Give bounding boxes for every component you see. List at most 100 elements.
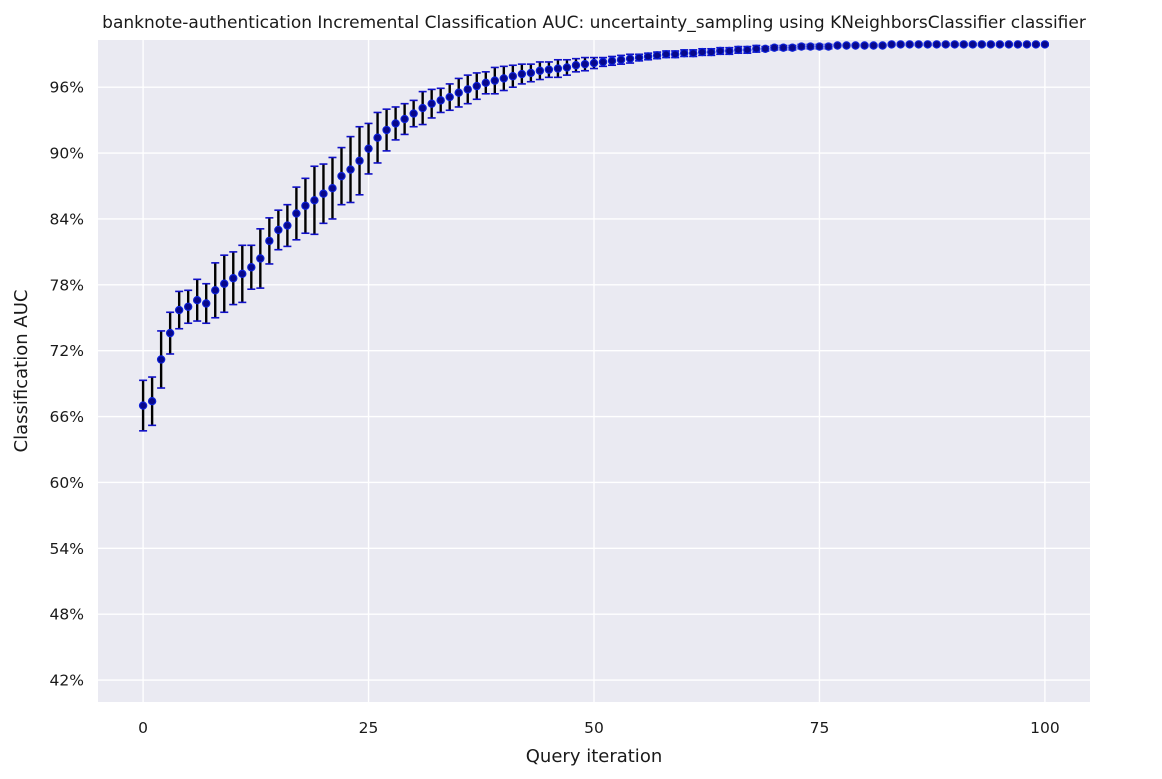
data-point	[256, 254, 265, 263]
data-point	[1022, 40, 1032, 49]
data-point	[634, 53, 644, 62]
data-point	[842, 41, 851, 50]
data-point	[292, 209, 301, 218]
data-point	[860, 41, 869, 50]
data-point	[743, 45, 752, 55]
x-tick-label: 100	[1030, 719, 1060, 737]
data-point	[770, 43, 779, 52]
x-tick-label: 25	[359, 719, 379, 737]
data-point	[147, 396, 157, 406]
y-tick-label: 54%	[50, 540, 84, 558]
data-point	[553, 64, 563, 73]
data-point	[941, 40, 950, 49]
data-point	[274, 225, 283, 235]
y-axis-label: Classification AUC	[11, 290, 32, 453]
data-point	[571, 61, 581, 70]
data-point	[301, 201, 310, 210]
data-point	[382, 125, 391, 135]
data-point	[1031, 40, 1041, 49]
x-tick-label: 0	[138, 719, 148, 737]
data-point	[914, 40, 923, 49]
y-tick-labels: 42% 48% 54% 60% 66% 72% 78% 84% 90% 96%	[50, 79, 84, 690]
data-point	[932, 40, 941, 49]
data-point	[670, 50, 680, 59]
data-point	[716, 46, 725, 56]
data-point	[535, 66, 545, 75]
x-gridlines	[142, 40, 1046, 702]
data-point	[679, 48, 689, 58]
x-tick-label: 75	[810, 719, 830, 737]
data-point	[283, 221, 292, 230]
x-tick-label: 50	[584, 719, 604, 737]
data-point	[923, 40, 932, 49]
data-point	[734, 45, 743, 55]
y-tick-label: 48%	[50, 606, 84, 624]
data-point	[959, 40, 968, 49]
y-tick-label: 90%	[50, 145, 84, 163]
data-point	[968, 40, 977, 49]
data-point	[454, 88, 463, 97]
data-point	[869, 41, 878, 50]
data-point	[950, 40, 959, 49]
data-point	[815, 42, 824, 51]
data-point	[427, 99, 436, 108]
data-point	[1004, 40, 1014, 49]
data-point	[652, 51, 662, 60]
data-point	[544, 65, 554, 74]
data-point	[192, 295, 202, 305]
data-point	[211, 286, 220, 295]
data-point	[1040, 40, 1050, 49]
data-point	[806, 42, 815, 51]
data-point	[761, 44, 770, 53]
data-point	[165, 328, 175, 338]
data-point	[788, 43, 797, 52]
data-point	[499, 74, 509, 83]
data-point	[661, 50, 671, 59]
data-point	[202, 299, 211, 308]
data-point	[174, 305, 184, 315]
data-point	[463, 85, 472, 94]
y-tick-label: 42%	[50, 672, 84, 690]
data-point	[707, 47, 716, 57]
data-point	[138, 401, 148, 410]
x-axis-label: Query iteration	[526, 746, 662, 767]
data-point	[319, 189, 328, 198]
data-point	[508, 72, 518, 81]
data-point	[580, 59, 590, 69]
data-point	[896, 40, 905, 49]
data-point	[616, 55, 626, 64]
data-point	[373, 133, 382, 142]
data-point	[391, 119, 400, 128]
data-point	[851, 41, 860, 50]
data-point	[220, 279, 229, 288]
data-point	[905, 40, 914, 49]
data-point	[833, 41, 842, 50]
data-point	[364, 144, 373, 153]
data-point	[977, 40, 986, 49]
data-point	[481, 78, 490, 88]
y-tick-label: 78%	[50, 276, 84, 294]
data-point	[517, 69, 527, 79]
chart-title: banknote-authentication Incremental Clas…	[102, 13, 1086, 33]
data-point	[183, 302, 193, 311]
data-point	[418, 103, 427, 113]
data-point	[725, 46, 734, 56]
data-point	[643, 52, 653, 61]
data-point	[328, 184, 337, 193]
data-point	[1013, 40, 1023, 49]
data-point	[779, 43, 788, 52]
data-point	[409, 109, 418, 118]
data-point	[445, 92, 454, 102]
data-point	[698, 47, 707, 57]
data-point	[436, 96, 445, 105]
data-point	[400, 114, 409, 124]
data-point	[346, 165, 355, 174]
data-point	[355, 156, 364, 165]
y-tick-label: 66%	[50, 408, 84, 426]
data-point	[229, 274, 238, 283]
data-point	[625, 54, 635, 63]
data-point	[887, 40, 896, 49]
data-point	[986, 40, 996, 49]
data-point	[995, 40, 1005, 49]
data-point	[156, 355, 166, 364]
